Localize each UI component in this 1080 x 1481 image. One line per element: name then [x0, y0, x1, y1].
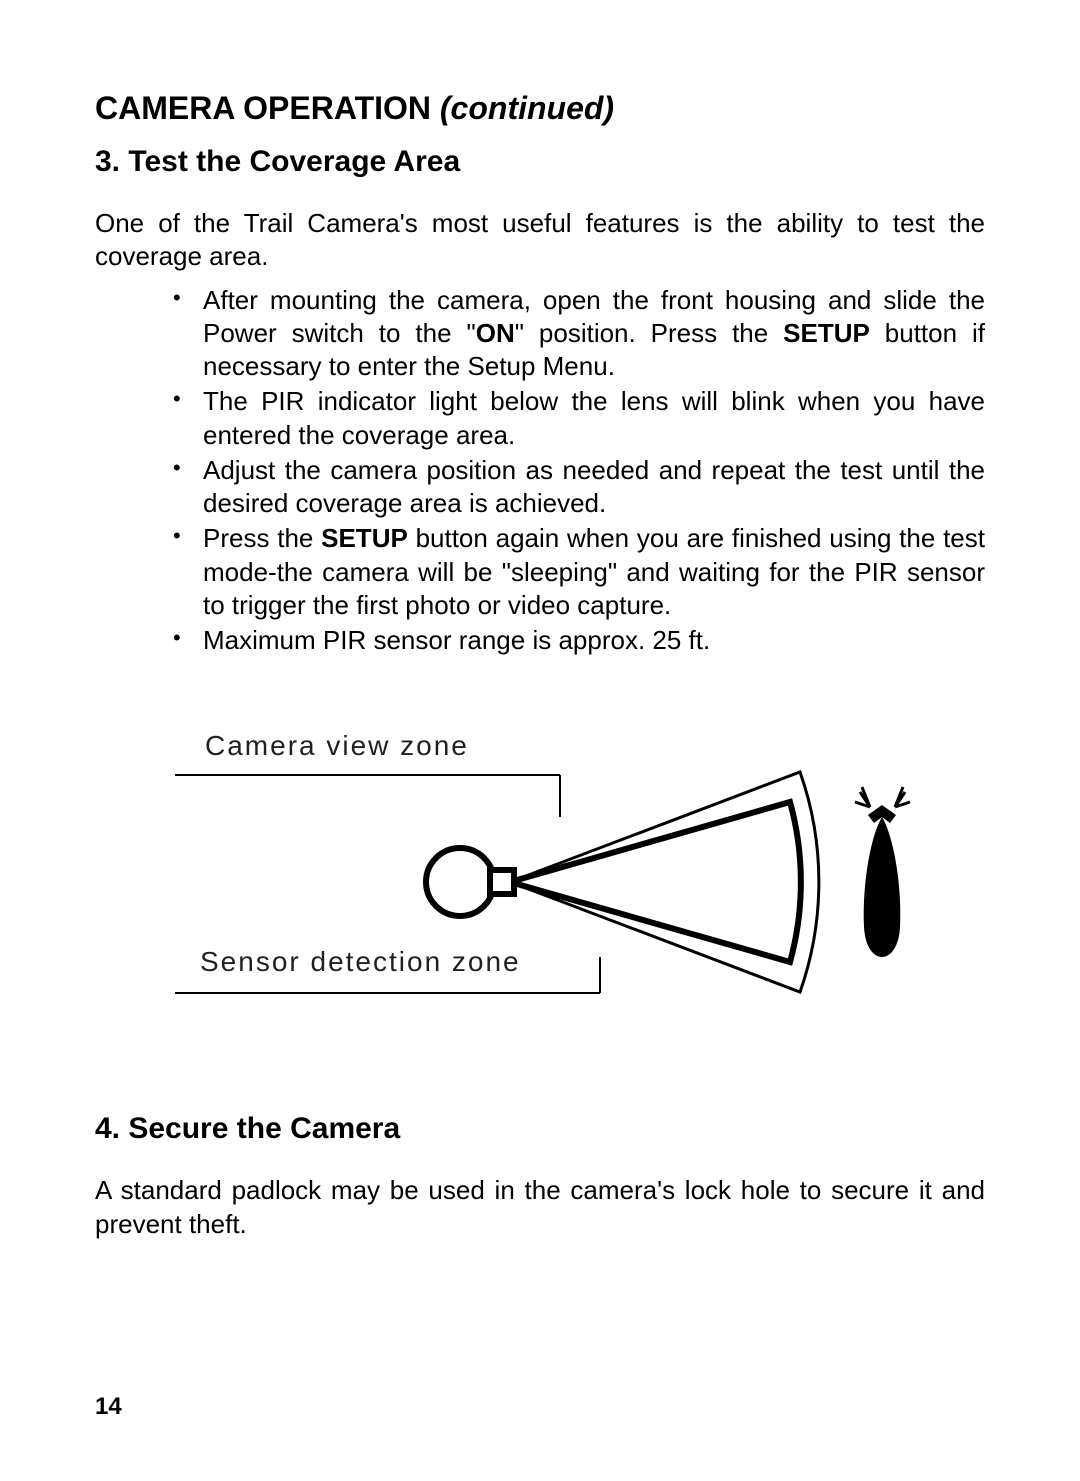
title-main: CAMERA OPERATION	[95, 90, 440, 126]
page-number: 14	[95, 1393, 122, 1421]
list-item: After mounting the camera, open the fron…	[203, 284, 985, 384]
camera-mount-icon	[490, 870, 514, 894]
coverage-diagram: Camera view zone Sensor detection zone	[140, 717, 940, 1062]
list-item: Press the SETUP button again when you ar…	[203, 522, 985, 622]
section-4-heading: 4. Secure the Camera	[95, 1112, 985, 1146]
section-4-text: A standard padlock may be used in the ca…	[95, 1174, 985, 1241]
deer-silhouette-icon	[855, 787, 910, 957]
section-3-bullets: After mounting the camera, open the fron…	[95, 284, 985, 658]
list-item: Adjust the camera position as needed and…	[203, 454, 985, 521]
section-3-heading: 3. Test the Coverage Area	[95, 145, 985, 179]
diagram-label-bottom: Sensor detection zone	[200, 946, 521, 977]
camera-lens-icon	[426, 848, 494, 916]
diagram-label-top: Camera view zone	[205, 730, 469, 761]
list-item: The PIR indicator light below the lens w…	[203, 385, 985, 452]
list-item: Maximum PIR sensor range is approx. 25 f…	[203, 624, 985, 657]
page-title: CAMERA OPERATION (continued)	[95, 90, 985, 127]
coverage-diagram-svg: Camera view zone Sensor detection zone	[140, 717, 940, 1057]
section-3-intro: One of the Trail Camera's most useful fe…	[95, 207, 985, 274]
title-continued: (continued)	[440, 90, 614, 126]
